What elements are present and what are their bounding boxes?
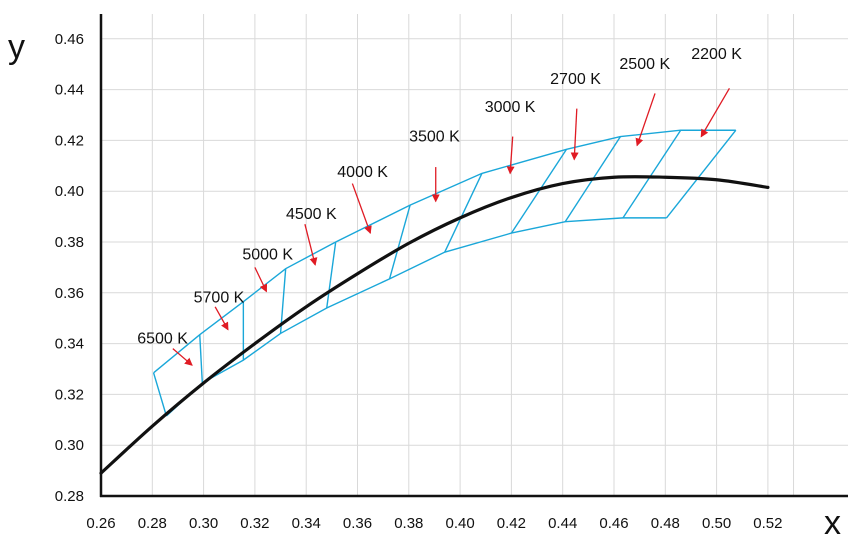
cct-label: 5000 K (242, 246, 293, 263)
cct-arrow (214, 306, 229, 331)
x-tick-label: 0.40 (445, 515, 474, 532)
y-tick-label: 0.44 (55, 82, 84, 99)
cct-arrow (304, 224, 318, 266)
cct-arrow (506, 136, 515, 175)
y-tick-label: 0.38 (55, 234, 84, 251)
cct-arrow (254, 267, 268, 293)
cct-label: 2200 K (691, 46, 742, 63)
isotemperature-line (666, 129, 737, 219)
y-tick-label: 0.46 (55, 31, 84, 48)
isotemperature-line (510, 148, 568, 234)
cct-label: 3000 K (485, 99, 536, 116)
cct-arrow (351, 183, 372, 235)
x-tick-label: 0.42 (497, 515, 526, 532)
x-tick-label: 0.28 (138, 515, 167, 532)
cct-arrow (635, 93, 656, 147)
x-tick-label: 0.48 (651, 515, 680, 532)
y-axis-label: y (8, 28, 25, 66)
x-tick-label: 0.26 (86, 515, 115, 532)
cct-annotations: 6500 K 5700 K 5000 K 4500 K 4000 K 3500 K 3000… (137, 46, 742, 366)
isotemperature-line (388, 204, 411, 280)
cct-label: 2700 K (550, 71, 601, 88)
cct-label: 5700 K (194, 290, 245, 307)
cct-label: 4500 K (286, 206, 337, 223)
x-tick-label: 0.52 (753, 515, 782, 532)
cct-arrow (172, 348, 193, 366)
y-tick-label: 0.28 (55, 488, 84, 505)
x-tick-label: 0.44 (548, 515, 577, 532)
x-axis-label: x (824, 504, 841, 538)
y-tick-label: 0.36 (55, 285, 84, 302)
cct-arrow (570, 108, 579, 161)
isotemperature-line (152, 372, 168, 417)
planckian-locus (99, 175, 770, 475)
tick-labels: 0.26 0.28 0.30 0.32 0.34 0.36 0.38 0.40 0.42 0.44… (55, 31, 783, 532)
planckian-locus-curve (99, 175, 770, 475)
x-tick-label: 0.50 (702, 515, 731, 532)
y-tick-label: 0.40 (55, 183, 84, 200)
y-tick-label: 0.30 (55, 437, 84, 454)
x-tick-label: 0.38 (394, 515, 423, 532)
cct-label: 4000 K (337, 164, 388, 181)
cct-label: 3500 K (409, 128, 460, 145)
cct-label: 6500 K (137, 330, 188, 347)
x-tick-label: 0.34 (292, 515, 321, 532)
x-tick-label: 0.30 (189, 515, 218, 532)
x-tick-label: 0.32 (240, 515, 269, 532)
axes (99, 14, 848, 498)
grid-lines (100, 14, 848, 497)
x-tick-label: 0.36 (343, 515, 372, 532)
cct-label: 2500 K (619, 56, 670, 73)
y-tick-label: 0.32 (55, 386, 84, 403)
cct-arrow (700, 88, 730, 138)
x-tick-label: 0.46 (599, 515, 628, 532)
isotemperature-line (326, 241, 337, 309)
y-tick-label: 0.34 (55, 336, 84, 353)
isotemperature-line (444, 173, 483, 253)
cct-quadrangles (152, 129, 737, 417)
isotemperature-line (622, 129, 682, 219)
y-tick-label: 0.42 (55, 132, 84, 149)
isotemperature-line (199, 334, 204, 384)
